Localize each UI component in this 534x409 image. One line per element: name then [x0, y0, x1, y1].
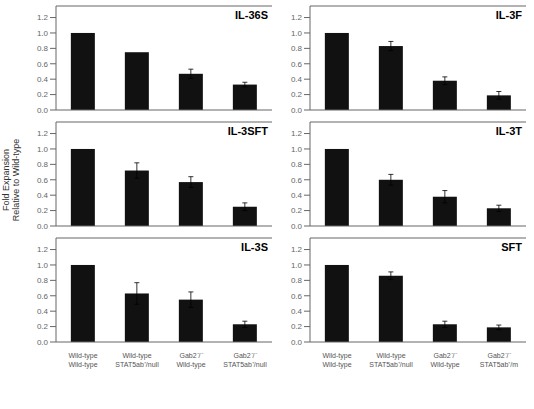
svg-text:Gab2⁻/⁻STAT5ab⁺/m: Gab2⁻/⁻STAT5ab⁺/m — [480, 352, 518, 368]
svg-text:0.0: 0.0 — [37, 106, 49, 115]
svg-text:0.0: 0.0 — [291, 106, 303, 115]
svg-text:Fold ExpansionRelative to Wild: Fold ExpansionRelative to Wild-type — [8, 139, 21, 222]
svg-text:1.0: 1.0 — [291, 145, 303, 154]
svg-text:Wild-typeSTAT5ab⁺/null: Wild-typeSTAT5ab⁺/null — [115, 352, 159, 368]
svg-text:0.2: 0.2 — [291, 206, 303, 215]
svg-text:1.0: 1.0 — [291, 29, 303, 38]
svg-text:1.2: 1.2 — [291, 13, 303, 22]
svg-text:0.6: 0.6 — [37, 176, 49, 185]
svg-text:1.2: 1.2 — [37, 245, 49, 254]
svg-text:0.4: 0.4 — [37, 191, 49, 200]
svg-text:0.6: 0.6 — [37, 60, 49, 69]
html-text:SFT: SFT — [501, 241, 522, 253]
svg-text:1.0: 1.0 — [291, 261, 303, 270]
svg-text:0.4: 0.4 — [37, 307, 49, 316]
html-text:IL-3F: IL-3F — [495, 9, 522, 21]
svg-text:1.0: 1.0 — [37, 29, 49, 38]
svg-text:Wild-typeSTAT5ab⁺/null: Wild-typeSTAT5ab⁺/null — [369, 352, 413, 368]
svg-text:0.0: 0.0 — [37, 338, 49, 347]
svg-text:Gab2⁻/⁻Wild-type: Gab2⁻/⁻Wild-type — [430, 352, 459, 369]
svg-text:0.8: 0.8 — [37, 44, 49, 53]
svg-text:0.2: 0.2 — [291, 322, 303, 331]
svg-text:Wild-typeWild-type: Wild-typeWild-type — [68, 352, 97, 369]
html-text:IL-3T: IL-3T — [495, 125, 522, 137]
svg-text:0.8: 0.8 — [291, 44, 303, 53]
svg-text:0.2: 0.2 — [291, 90, 303, 99]
svg-text:0.8: 0.8 — [37, 160, 49, 169]
svg-text:1.0: 1.0 — [37, 145, 49, 154]
svg-text:0.8: 0.8 — [37, 276, 49, 285]
svg-text:0.4: 0.4 — [291, 191, 303, 200]
svg-text:0.2: 0.2 — [37, 322, 49, 331]
svg-text:0.8: 0.8 — [291, 160, 303, 169]
svg-text:Gab2⁻/⁻Wild-type: Gab2⁻/⁻Wild-type — [176, 352, 205, 369]
svg-text:Gab2⁻/⁻STAT5ab⁺/null: Gab2⁻/⁻STAT5ab⁺/null — [223, 352, 267, 368]
svg-text:1.0: 1.0 — [37, 261, 49, 270]
html-text:IL-3S: IL-3S — [241, 241, 268, 253]
svg-text:0.8: 0.8 — [291, 276, 303, 285]
svg-text:0.0: 0.0 — [37, 222, 49, 231]
svg-text:0.6: 0.6 — [291, 60, 303, 69]
svg-text:Wild-typeWild-type: Wild-typeWild-type — [322, 352, 351, 369]
svg-text:1.2: 1.2 — [37, 13, 49, 22]
svg-text:0.4: 0.4 — [291, 75, 303, 84]
svg-text:0.6: 0.6 — [37, 292, 49, 301]
svg-text:1.2: 1.2 — [291, 245, 303, 254]
svg-text:1.2: 1.2 — [291, 129, 303, 138]
svg-text:0.2: 0.2 — [37, 206, 49, 215]
svg-text:0.6: 0.6 — [291, 292, 303, 301]
svg-text:0.0: 0.0 — [291, 338, 303, 347]
svg-text:0.4: 0.4 — [37, 75, 49, 84]
svg-text:0.6: 0.6 — [291, 176, 303, 185]
html-text:IL-36S: IL-36S — [235, 9, 268, 21]
html-text:IL-3SFT: IL-3SFT — [227, 125, 268, 137]
svg-text:0.2: 0.2 — [37, 90, 49, 99]
svg-text:0.4: 0.4 — [291, 307, 303, 316]
svg-text:1.2: 1.2 — [37, 129, 49, 138]
svg-text:0.0: 0.0 — [291, 222, 303, 231]
